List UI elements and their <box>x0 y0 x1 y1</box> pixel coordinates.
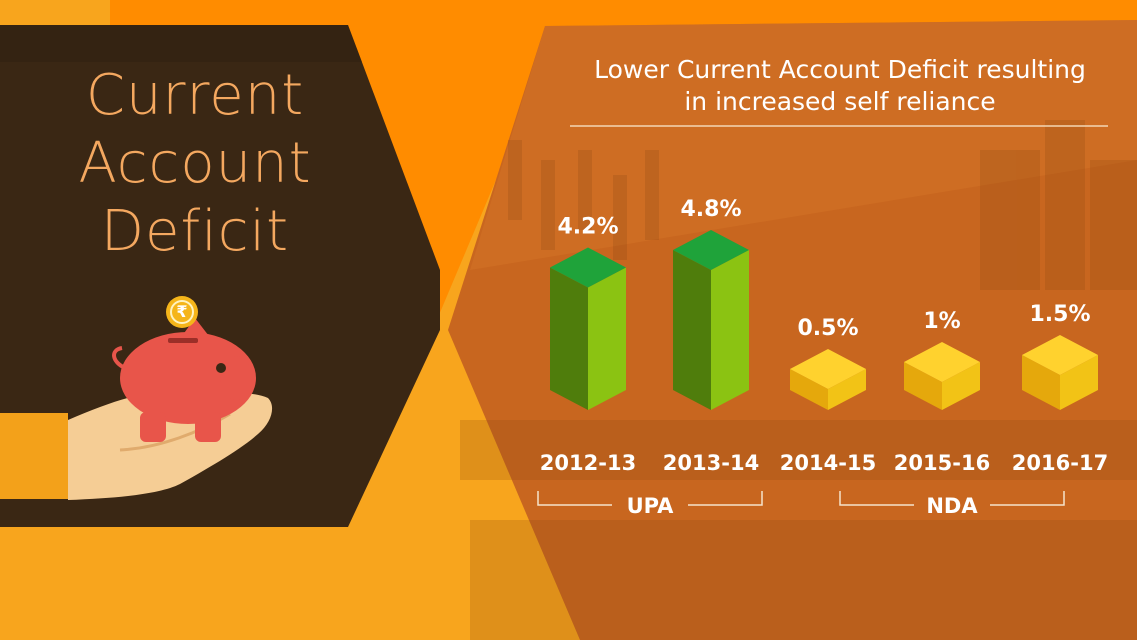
bar-left-face <box>1022 355 1060 410</box>
bar-top-face <box>1022 335 1098 375</box>
bar-2013-14 <box>673 230 749 410</box>
bar-2015-16 <box>904 342 980 410</box>
bar-right-face <box>828 369 866 410</box>
background-graph <box>508 140 659 260</box>
bar-2014-15 <box>790 349 866 410</box>
chart-panel-highlight <box>470 20 1137 270</box>
upa-group-label: UPA <box>627 494 675 518</box>
value-label: 0.5% <box>797 316 858 341</box>
bar-right-face <box>588 267 626 410</box>
rupee-symbol: ₹ <box>176 302 188 321</box>
left-panel <box>0 25 440 527</box>
bar-left-face <box>673 250 711 410</box>
value-label: 1.5% <box>1029 302 1090 327</box>
chart-title-line-2: in increased self reliance <box>684 87 996 116</box>
left-title: Current Account Deficit <box>40 62 350 266</box>
chart-title: Lower Current Account Deficit resulting … <box>560 54 1120 118</box>
bar-top-face <box>673 230 749 270</box>
hand-icon <box>0 391 273 500</box>
left-panel-shade <box>0 25 362 62</box>
value-label: 4.2% <box>557 215 618 240</box>
category-label: 2015-16 <box>894 451 990 475</box>
bar-right-face <box>1060 355 1098 410</box>
title-line-1: Current <box>85 63 305 128</box>
nda-group-label: NDA <box>926 494 978 518</box>
category-label: 2012-13 <box>540 451 636 475</box>
nda-bracket-left <box>839 491 914 506</box>
upa-bracket-left <box>537 491 612 506</box>
category-label: 2013-14 <box>663 451 759 475</box>
bar-left-face <box>790 369 828 410</box>
upa-bracket-right <box>688 491 763 506</box>
piggy-bank-icon <box>112 318 256 442</box>
category-label: 2016-17 <box>1012 451 1108 475</box>
title-line-3: Deficit <box>100 199 290 264</box>
nda-bracket-right <box>990 491 1065 506</box>
bar-right-face <box>711 250 749 410</box>
value-label: 4.8% <box>680 197 741 222</box>
chart-title-line-1: Lower Current Account Deficit resulting <box>594 55 1086 84</box>
bar-2012-13 <box>550 247 626 410</box>
bar-2016-17 <box>1022 335 1098 410</box>
bar-top-face <box>790 349 866 389</box>
category-label: 2014-15 <box>780 451 876 475</box>
bar-top-face <box>550 247 626 288</box>
rupee-coin-icon <box>166 296 198 328</box>
bar-left-face <box>904 362 942 410</box>
bar-right-face <box>942 362 980 410</box>
bar-top-face <box>904 342 980 382</box>
value-label: 1% <box>923 309 960 334</box>
title-line-2: Account <box>78 131 312 196</box>
background-city <box>460 120 1137 640</box>
bar-left-face <box>550 267 588 410</box>
